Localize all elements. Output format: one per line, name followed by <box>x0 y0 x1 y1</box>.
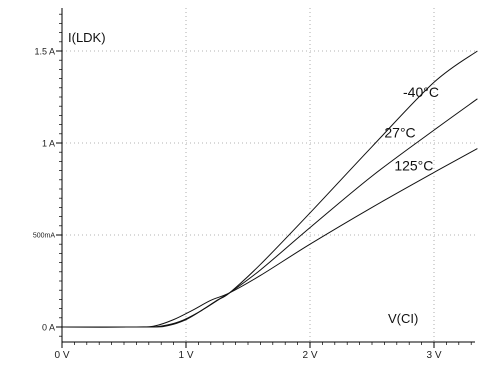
x-tick-label: 3 V <box>426 350 441 361</box>
curve-label: -40°C <box>403 84 439 100</box>
curve-125c <box>61 148 478 328</box>
x-tick-label: 0 V <box>54 350 69 361</box>
curve-label: 27°C <box>384 124 415 140</box>
axes <box>56 8 475 348</box>
y-tick-label: 1 A <box>42 139 55 149</box>
grid <box>62 8 475 342</box>
y-axis-title: I(LDK) <box>68 30 106 45</box>
y-tick-label: 500mA <box>33 233 56 240</box>
y-tick-label: 0 A <box>42 323 55 333</box>
x-tick-label: 1 V <box>178 350 193 361</box>
labels: 0 A 500mA 1 A 1.5 A 0 V 1 V 2 V 3 V -40°C 27°C 125… <box>33 47 442 362</box>
y-tick-label: 1.5 A <box>34 47 55 57</box>
curve-label: 125°C <box>394 158 433 174</box>
x-axis-title: V(CI) <box>388 311 418 326</box>
x-tick-label: 2 V <box>302 350 317 361</box>
curves <box>61 50 478 328</box>
curve-27c <box>61 98 478 328</box>
